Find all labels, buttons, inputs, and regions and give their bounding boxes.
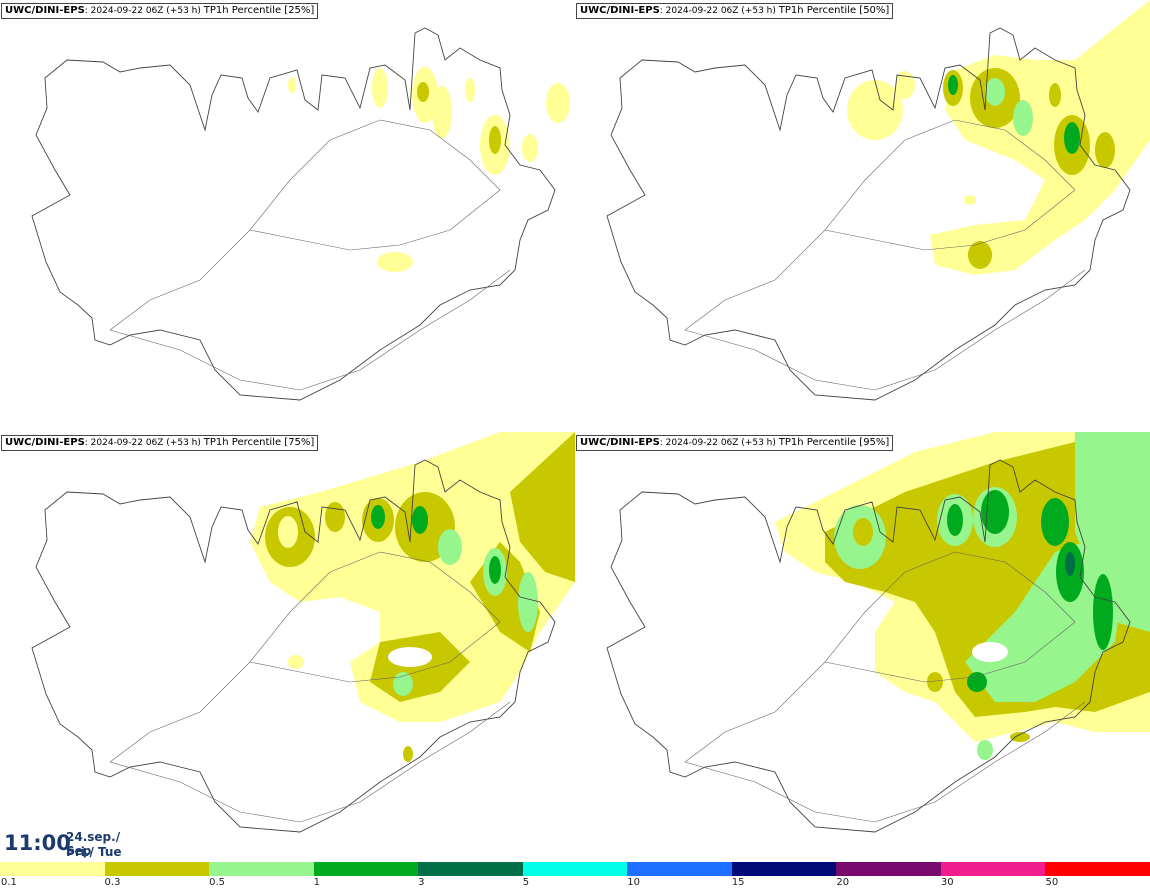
legend-tick-label: 20 [836,877,850,888]
parameter-label: TP1h Percentile [25%] [203,5,315,16]
panel-title: UWC/DINI-EPS: 2024-09-22 06Z (+53 h) TP1… [576,435,894,451]
parameter-label: TP1h Percentile [75%] [203,437,315,448]
legend-swatch [836,862,942,876]
precip-legend: 0.1 0.3 0.5 1 3 5 10 15 20 30 50 [0,862,1150,891]
legend-tick-label: 1 [313,877,320,888]
valid-date: 24.sep./ Sep [66,830,121,858]
valid-time: 11:00 [4,831,71,855]
precip-shading [250,432,575,762]
legend-tick-label: 5 [522,877,530,888]
panel-title: UWC/DINI-EPS: 2024-09-22 06Z (+53 h) TP1… [1,435,319,451]
parameter-label: TP1h Percentile [95%] [778,437,890,448]
model-name: UWC/DINI-EPS [580,437,660,448]
legend-swatch [627,862,733,876]
legend-swatch [418,862,524,876]
legend-tick-label: 0.5 [209,877,225,888]
map-panel-p50: UWC/DINI-EPS: 2024-09-22 06Z (+53 h) TP1… [575,0,1150,432]
legend-tick-label: 3 [418,877,425,888]
legend-tick-label: 50 [1045,877,1059,888]
model-name: UWC/DINI-EPS [5,437,85,448]
legend-swatch [731,862,838,876]
parameter-label: TP1h Percentile [50%] [778,5,890,16]
map-panel-p95: UWC/DINI-EPS: 2024-09-22 06Z (+53 h) TP1… [575,432,1150,864]
legend-swatch [522,862,629,876]
run-info: : 2024-09-22 06Z (+53 h) [84,6,201,16]
precip-shading [847,0,1150,275]
precip-shading [775,432,1150,760]
coastline [31,459,556,833]
iceland-map [31,432,575,833]
coastline [31,27,556,401]
run-info: : 2024-09-22 06Z (+53 h) [659,6,776,16]
legend-tick-label: 10 [627,877,640,888]
roads [109,551,511,823]
map-panel-p75: UWC/DINI-EPS: 2024-09-22 06Z (+53 h) TP1… [0,432,575,864]
run-info: : 2024-09-22 06Z (+53 h) [659,438,776,448]
legend-tick-label: 0.3 [104,877,121,888]
model-name: UWC/DINI-EPS [580,5,660,16]
valid-time-box: 11:00 24.sep./ Sep Þri./ Tue [0,826,134,862]
roads [109,119,511,391]
legend-swatch [0,862,106,876]
precip-shading [288,67,570,272]
legend-swatch [104,862,211,876]
run-info: : 2024-09-22 06Z (+53 h) [84,438,201,448]
legend-tick-label: 15 [731,877,745,888]
panel-title: UWC/DINI-EPS: 2024-09-22 06Z (+53 h) TP1… [1,3,319,19]
valid-day: Þri./ Tue [66,845,122,859]
roads [684,551,1086,823]
coastline [606,27,1131,401]
panel-title: UWC/DINI-EPS: 2024-09-22 06Z (+53 h) TP1… [576,3,894,19]
model-name: UWC/DINI-EPS [5,5,85,16]
legend-swatch [940,862,1047,876]
map-panel-p25: UWC/DINI-EPS: 2024-09-22 06Z (+53 h) TP1… [0,0,575,432]
legend-swatch [313,862,420,876]
iceland-map [606,432,1150,833]
legend-swatch [209,862,315,876]
iceland-map [31,27,570,401]
legend-tick-label: 30 [940,877,954,888]
legend-swatch [1045,862,1150,876]
coastline [606,459,1131,833]
legend-tick-label: 0.1 [1,877,17,888]
iceland-map [606,0,1150,401]
roads [684,119,1086,391]
